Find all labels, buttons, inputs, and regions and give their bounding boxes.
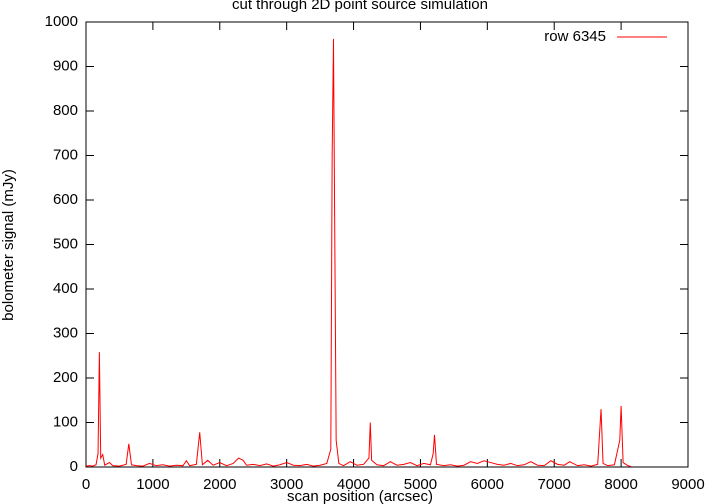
y-tick-label: 0 xyxy=(70,458,78,475)
x-tick-label: 5000 xyxy=(404,476,437,493)
y-tick-label: 900 xyxy=(53,57,78,74)
y-tick-label: 500 xyxy=(53,235,78,252)
x-tick-label: 6000 xyxy=(471,476,504,493)
y-tick-label: 800 xyxy=(53,102,78,119)
y-tick-label: 300 xyxy=(53,324,78,341)
y-tick-label: 1000 xyxy=(45,13,78,30)
x-tick-label: 4000 xyxy=(337,476,370,493)
y-tick-label: 400 xyxy=(53,280,78,297)
y-tick-label: 700 xyxy=(53,146,78,163)
data-line xyxy=(85,38,632,468)
y-tick-label: 600 xyxy=(53,191,78,208)
x-axis-label: scan position (arcsec) xyxy=(287,488,433,504)
x-tick-label: 7000 xyxy=(538,476,571,493)
y-axis-label: bolometer signal (mJy) xyxy=(0,169,17,321)
x-tick-label: 8000 xyxy=(604,476,637,493)
y-tick-label: 200 xyxy=(53,369,78,386)
legend-label: row 6345 xyxy=(544,28,606,45)
y-tick-label: 100 xyxy=(53,413,78,430)
chart-title: cut through 2D point source simulation xyxy=(232,0,488,13)
x-tick-label: 2000 xyxy=(203,476,236,493)
x-tick-label: 9000 xyxy=(671,476,704,493)
plot-border xyxy=(85,21,689,468)
x-tick-label: 1000 xyxy=(136,476,169,493)
x-tick-label: 0 xyxy=(82,476,90,493)
x-tick-label: 3000 xyxy=(270,476,303,493)
